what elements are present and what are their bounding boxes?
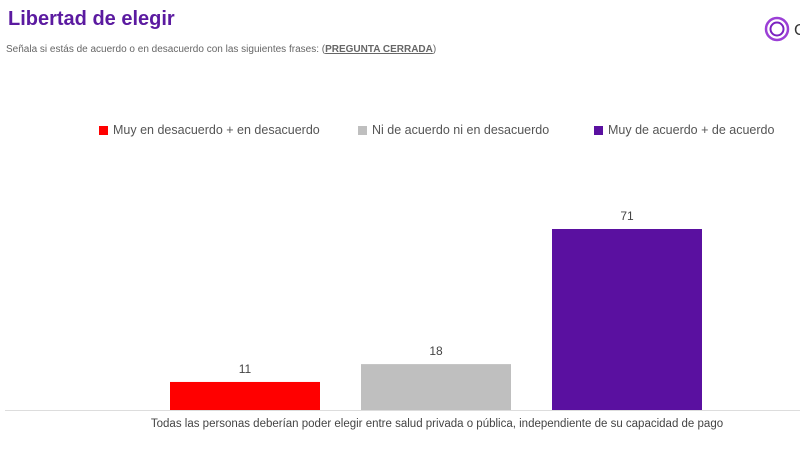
logo: C	[764, 16, 800, 49]
category-label: Todas las personas deberían poder elegir…	[150, 418, 724, 430]
legend-swatch	[99, 125, 108, 135]
subtitle-emphasis: PREGUNTA CERRADA	[325, 44, 433, 55]
legend-item-disagree: Muy en desacuerdo + en desacuerdo	[99, 123, 320, 137]
logo-icon: C	[764, 16, 800, 42]
legend-item-neutral: Ni de acuerdo ni en desacuerdo	[358, 123, 549, 137]
bar-1	[170, 381, 320, 410]
legend-swatch	[358, 125, 367, 135]
legend-label: Muy en desacuerdo + en desacuerdo	[113, 123, 320, 137]
subtitle-text: Señala si estás de acuerdo o en desacuer…	[6, 44, 326, 55]
legend-item-agree: Muy de acuerdo + de acuerdo	[594, 123, 774, 137]
bar-3	[552, 229, 702, 410]
svg-text:C: C	[794, 22, 800, 39]
data-label: 11	[239, 362, 252, 376]
legend-swatch	[594, 125, 603, 135]
bar-2	[361, 364, 511, 410]
page-title: Libertad de elegir	[8, 8, 175, 30]
data-label: 71	[620, 209, 634, 223]
legend-label: Ni de acuerdo ni en desacuerdo	[372, 123, 550, 137]
data-label: 18	[429, 344, 443, 358]
legend-label: Muy de acuerdo + de acuerdo	[608, 123, 775, 137]
subtitle: Señala si estás de acuerdo o en desacuer…	[6, 44, 436, 55]
subtitle-suffix: )	[432, 44, 437, 55]
